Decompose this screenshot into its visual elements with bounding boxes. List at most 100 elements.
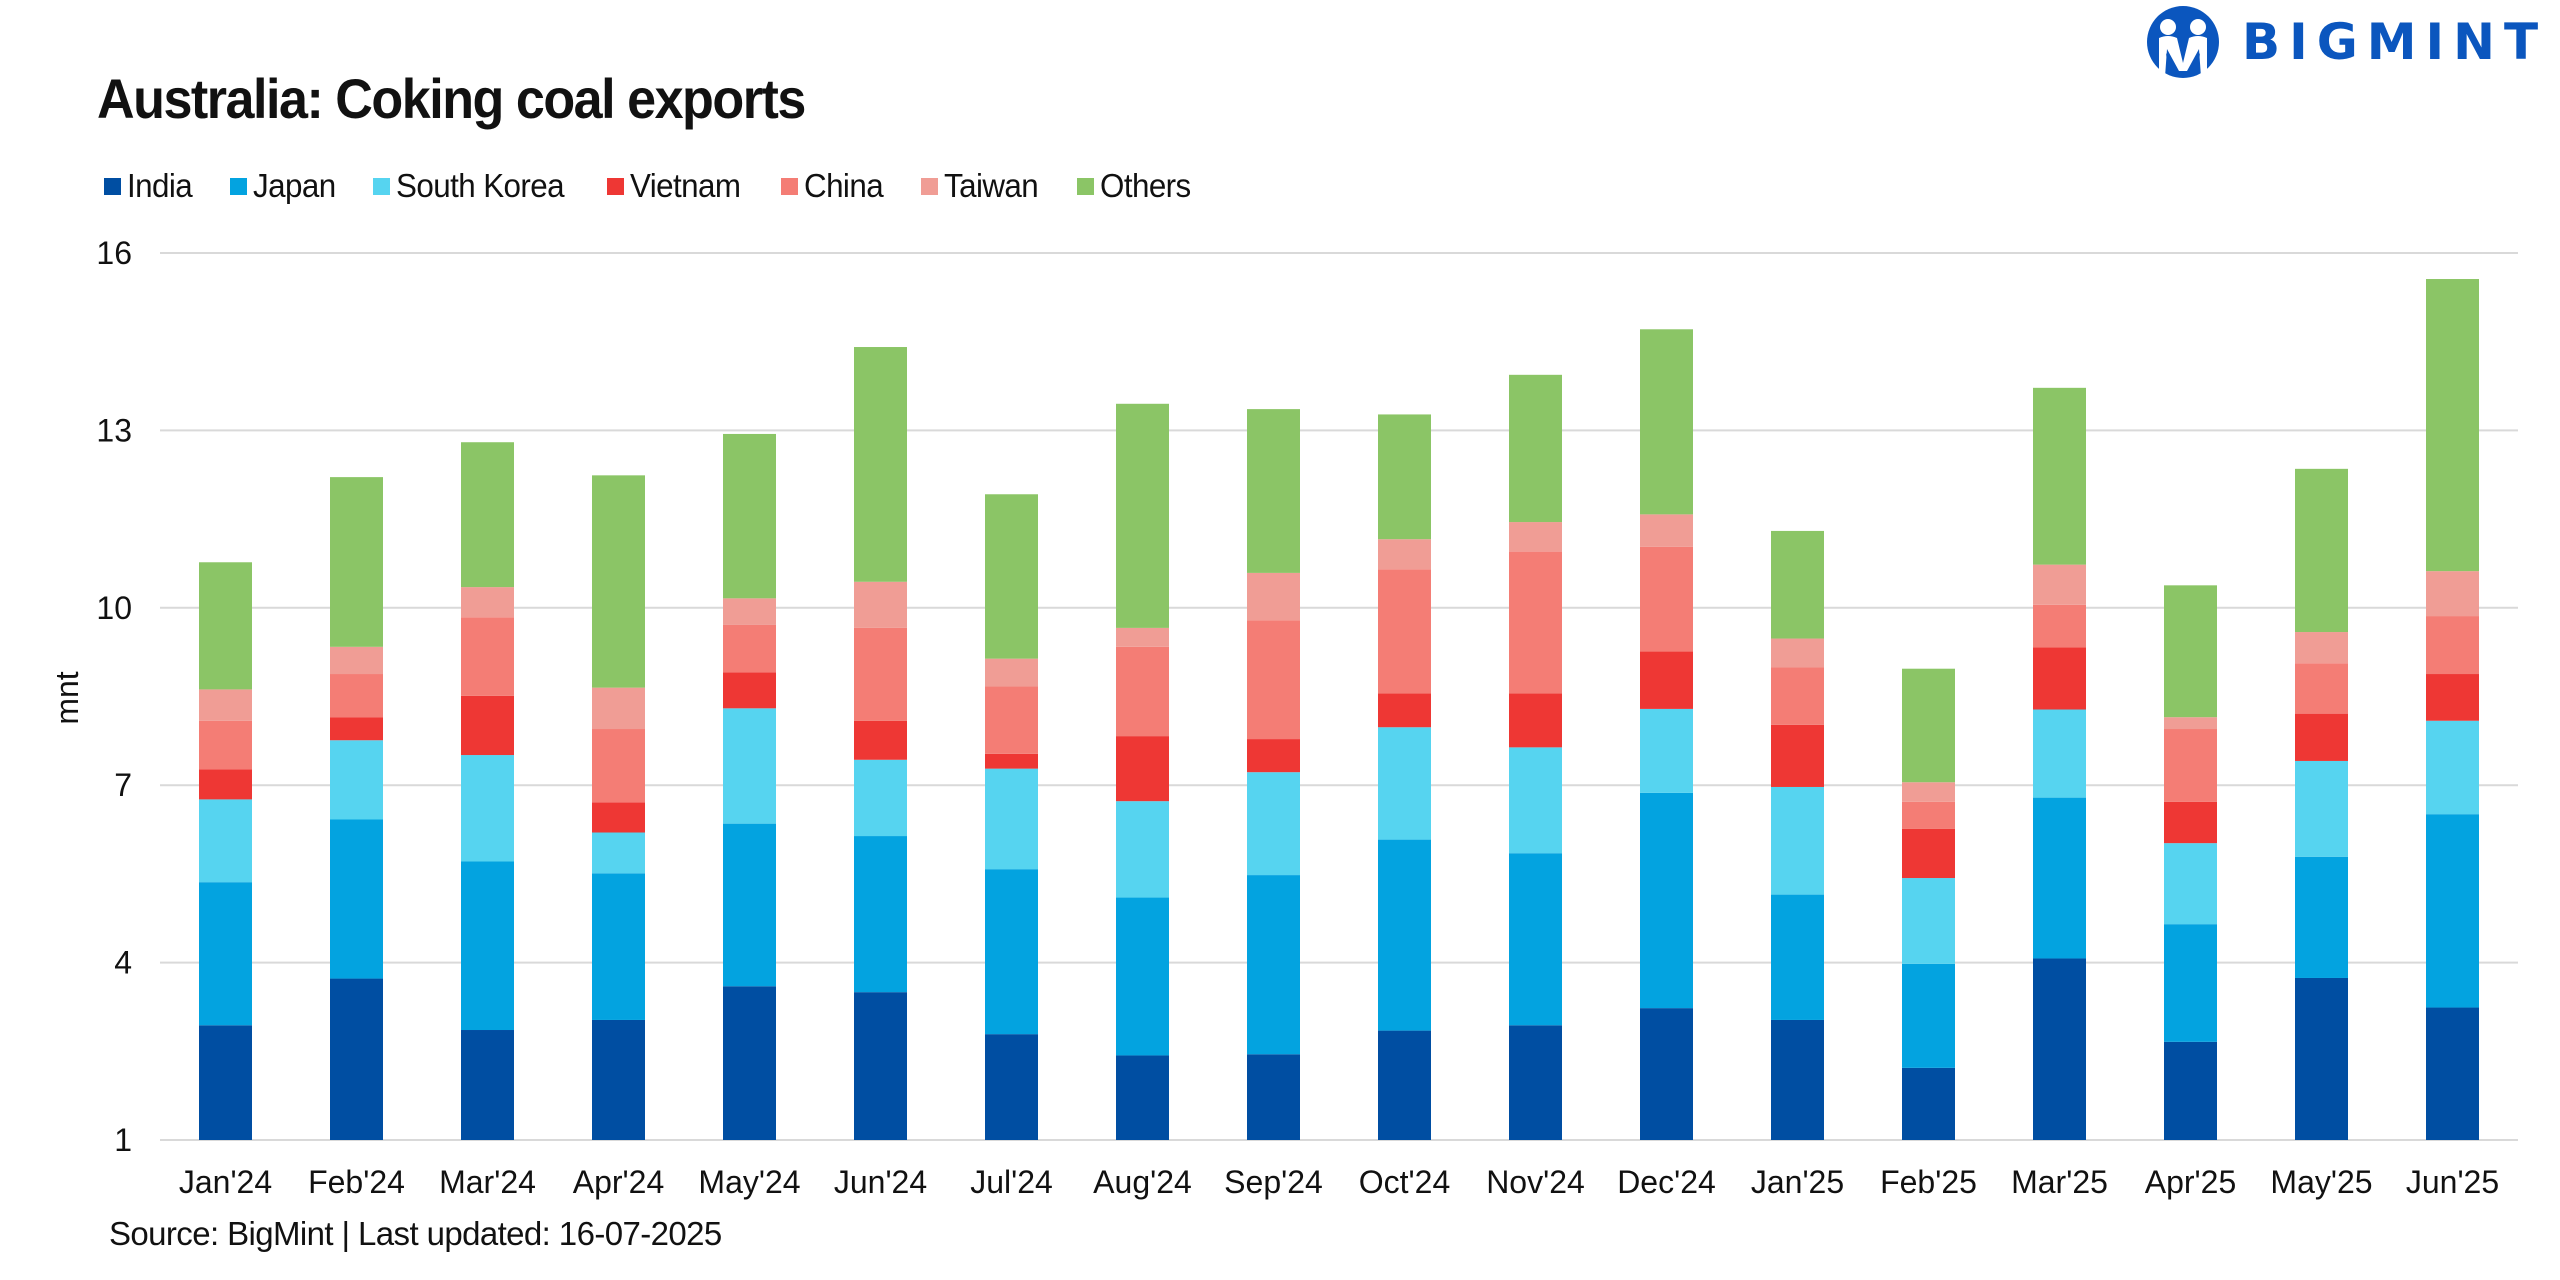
bar-segment-south-korea	[2426, 720, 2479, 815]
bar-segment-others	[1771, 530, 1824, 639]
bar-segment-vietnam	[330, 717, 383, 741]
bar-segment-others	[1378, 414, 1431, 540]
bar-segment-taiwan	[592, 687, 645, 730]
bar-segment-india	[985, 1034, 1038, 1140]
bar-segment-others	[854, 347, 907, 582]
x-tick-label: Dec'24	[1617, 1164, 1716, 1200]
legend-label: Japan	[252, 167, 336, 204]
bar-segment-japan	[592, 873, 645, 1020]
bar-stack	[2033, 387, 2086, 1140]
bar-segment-india	[1378, 1030, 1431, 1140]
bar-segment-south-korea	[1902, 878, 1955, 964]
legend-swatch-icon	[780, 177, 798, 195]
bar-segment-taiwan	[1116, 627, 1169, 647]
legend-swatch-icon	[373, 177, 391, 195]
bar-stack	[461, 442, 514, 1140]
bar-segment-south-korea	[592, 832, 645, 874]
y-tick-label: 7	[114, 767, 132, 803]
bar-segment-vietnam	[1116, 736, 1169, 802]
x-tick-label: Jul'24	[970, 1164, 1053, 1200]
bar-segment-vietnam	[2426, 674, 2479, 721]
legend-item-others[interactable]: Others	[1076, 167, 1195, 205]
bar-segment-vietnam	[985, 753, 1038, 769]
bar-segment-japan	[199, 882, 252, 1026]
bar-segment-taiwan	[330, 646, 383, 675]
bar-segment-japan	[1902, 963, 1955, 1068]
bigmint-people-logo-icon	[2147, 6, 2219, 78]
bar-segment-others	[1902, 668, 1955, 783]
legend-item-vietnam[interactable]: Vietnam	[607, 167, 746, 205]
x-tick-label: Aug'24	[1093, 1164, 1192, 1200]
bar-segment-others	[2295, 468, 2348, 633]
bar-segment-south-korea	[985, 768, 1038, 870]
bar-segment-india	[1247, 1054, 1300, 1140]
bar-segment-china	[330, 674, 383, 718]
bar-segment-china	[2295, 663, 2348, 714]
legend-swatch-icon	[607, 177, 625, 195]
bar-segment-south-korea	[1116, 801, 1169, 898]
legend-label: Taiwan	[943, 167, 1039, 204]
legend-item-china[interactable]: China	[780, 167, 887, 205]
bar-stack	[2164, 585, 2217, 1140]
bar-segment-taiwan	[723, 598, 776, 625]
legend-label: South Korea	[396, 167, 565, 204]
bar-segment-taiwan	[1771, 638, 1824, 668]
bar-segment-south-korea	[723, 708, 776, 824]
bar-segment-china	[723, 624, 776, 673]
bar-segment-south-korea	[1378, 727, 1431, 840]
legend-item-india[interactable]: India	[104, 167, 196, 205]
bar-segment-south-korea	[1247, 772, 1300, 876]
bar-segment-others	[2426, 279, 2479, 572]
bar-segment-india	[2295, 977, 2348, 1140]
bar-segment-japan	[985, 869, 1038, 1035]
bar-segment-japan	[723, 823, 776, 987]
bar-segment-india	[1509, 1025, 1562, 1140]
bar-segment-india	[1640, 1008, 1693, 1140]
bar-segment-others	[985, 494, 1038, 659]
y-tick-label: 10	[96, 590, 132, 626]
x-tick-label: Oct'24	[1359, 1164, 1450, 1200]
bar-segment-taiwan	[1640, 514, 1693, 547]
bar-segment-india	[199, 1025, 252, 1140]
bar-segment-japan	[1640, 792, 1693, 1009]
bar-segment-others	[1509, 374, 1562, 523]
logo-text: BIGMINT	[2242, 13, 2548, 71]
bar-segment-vietnam	[592, 802, 645, 833]
bar-segment-china	[1640, 546, 1693, 652]
bar-stack	[1247, 409, 1300, 1140]
bar-segment-taiwan	[2295, 632, 2348, 664]
legend-swatch-icon	[1076, 177, 1094, 195]
y-axis-ticks: 1 4 7 10 13 16	[96, 235, 132, 1158]
x-tick-label: Mar'25	[2011, 1164, 2108, 1200]
x-tick-label: Apr'24	[573, 1164, 665, 1200]
x-tick-label: May'24	[698, 1164, 800, 1200]
x-tick-label: Jun'25	[2406, 1164, 2499, 1200]
bar-segment-japan	[1378, 839, 1431, 1031]
x-tick-label: Jan'24	[179, 1164, 272, 1200]
bar-segment-others	[2033, 387, 2086, 565]
bar-segment-vietnam	[1378, 693, 1431, 728]
bar-segment-vietnam	[199, 769, 252, 800]
bar-segment-china	[199, 720, 252, 770]
bars	[199, 279, 2479, 1140]
bar-segment-india	[592, 1019, 645, 1140]
bar-segment-india	[854, 992, 907, 1140]
legend-item-south-korea[interactable]: South Korea	[373, 167, 573, 205]
bar-segment-south-korea	[1640, 708, 1693, 793]
bar-stack	[1640, 329, 1693, 1140]
bar-segment-japan	[2033, 797, 2086, 959]
bar-segment-taiwan	[1247, 572, 1300, 621]
bar-segment-india	[330, 978, 383, 1140]
x-tick-label: Mar'24	[439, 1164, 536, 1200]
x-tick-label: May'25	[2270, 1164, 2372, 1200]
bar-segment-japan	[2295, 856, 2348, 978]
bar-segment-south-korea	[199, 799, 252, 883]
bigmint-logo: BIGMINT	[2146, 4, 2547, 80]
bar-stack	[199, 562, 252, 1140]
legend-item-taiwan[interactable]: Taiwan	[920, 167, 1043, 205]
legend-item-japan[interactable]: Japan	[229, 167, 340, 205]
x-tick-label: Nov'24	[1486, 1164, 1585, 1200]
chart-legend: India Japan South Korea Vietnam China Taiwan O…	[104, 166, 1229, 206]
y-axis-title: mnt	[49, 671, 85, 724]
